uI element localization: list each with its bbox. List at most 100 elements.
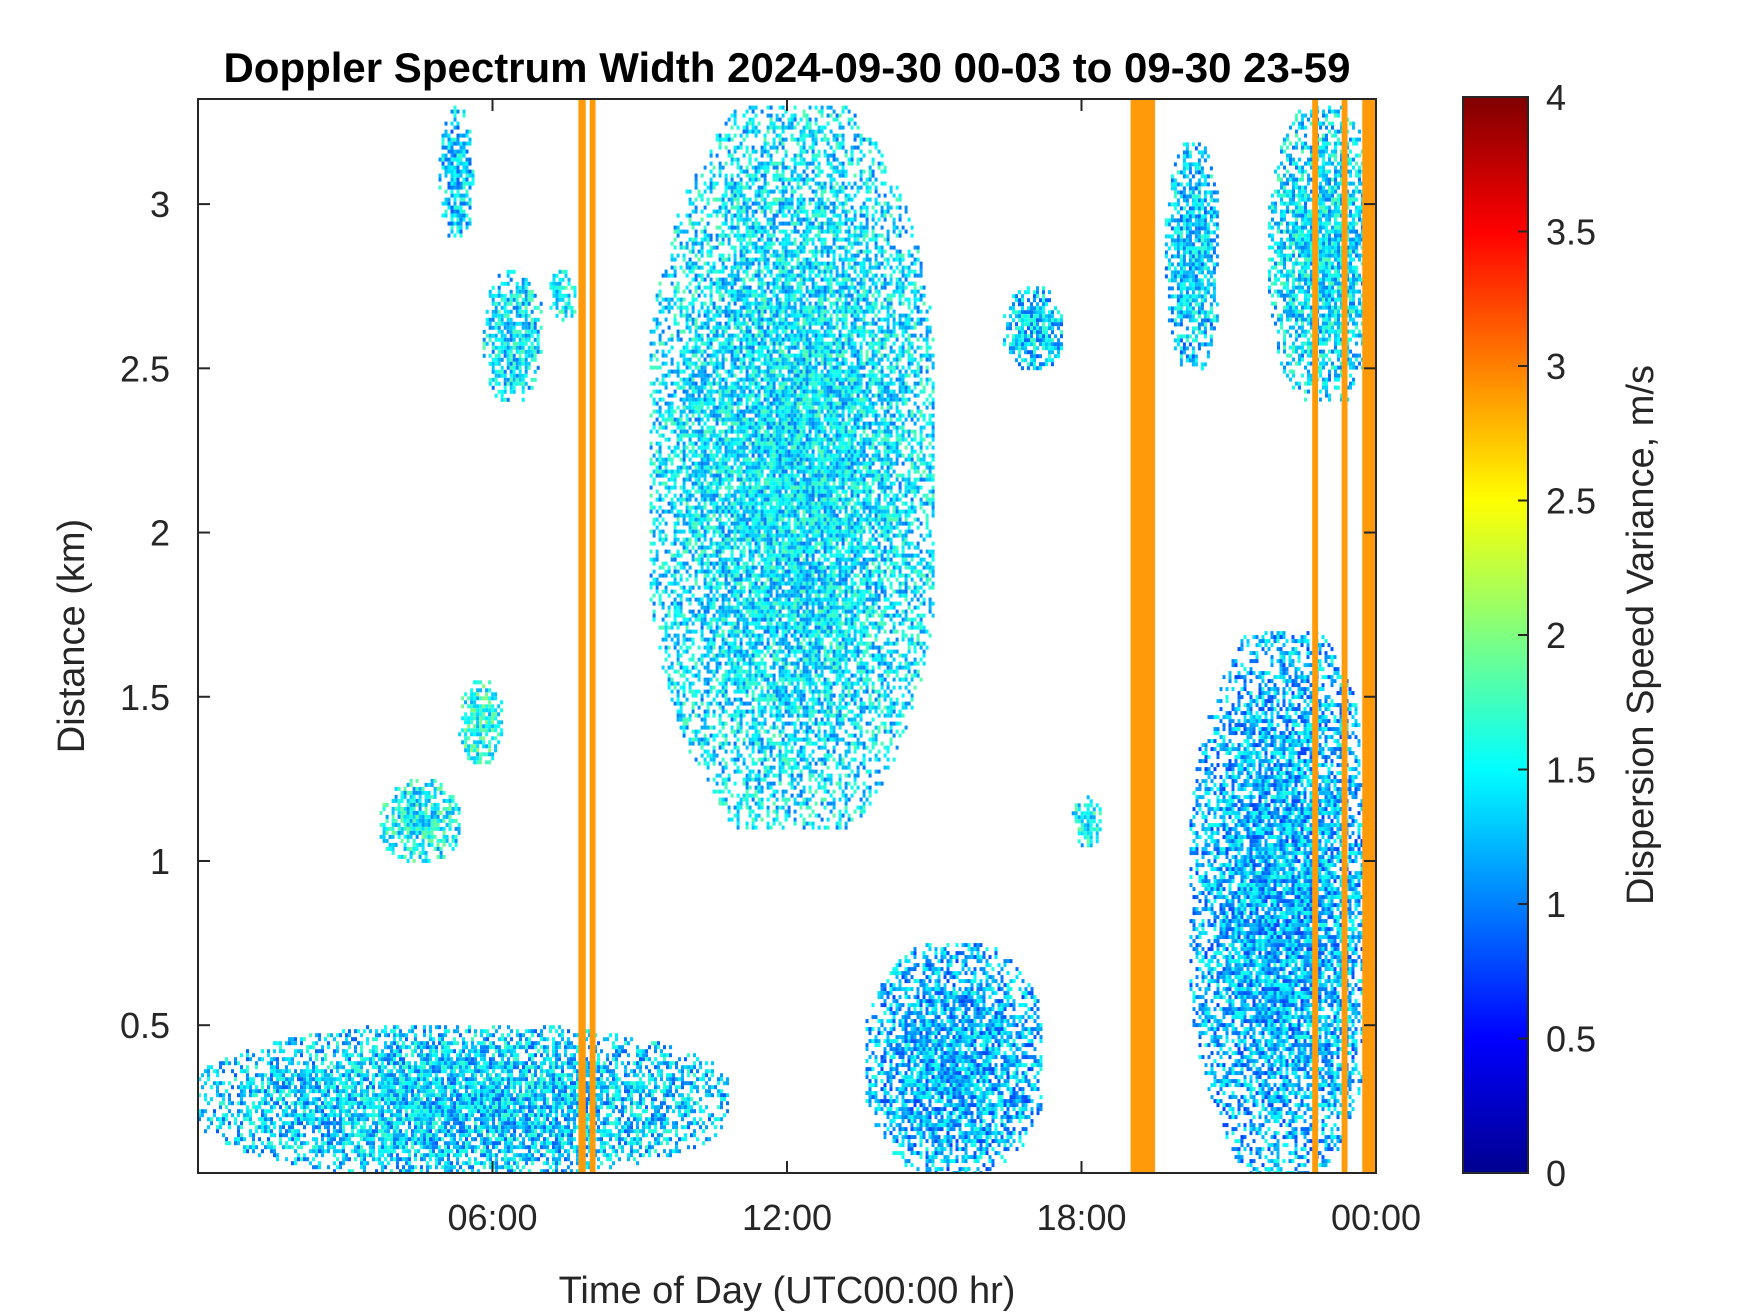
heat-cell — [489, 1045, 492, 1049]
heat-cell — [573, 1117, 576, 1121]
heat-cell — [261, 1125, 264, 1129]
heat-cell — [935, 1043, 938, 1047]
heat-cell — [438, 1129, 441, 1133]
heat-cell — [959, 1107, 962, 1111]
heat-cell — [687, 1093, 690, 1097]
heat-cell — [480, 1121, 483, 1125]
heat-cell — [498, 1073, 501, 1077]
heat-cell — [348, 1157, 351, 1161]
heat-cell — [953, 1083, 956, 1087]
heat-cell — [414, 1081, 417, 1085]
heat-cell — [555, 1117, 558, 1121]
heat-cell — [992, 1023, 995, 1027]
heat-cell — [636, 1065, 639, 1069]
heat-cell — [905, 1047, 908, 1051]
heat-cell — [884, 999, 887, 1003]
heat-cell — [612, 1149, 615, 1153]
heat-cell — [267, 1077, 270, 1081]
heat-cell — [917, 1047, 920, 1051]
heat-cell — [489, 1093, 492, 1097]
heat-cell — [977, 1099, 980, 1103]
heat-cell — [513, 1153, 516, 1157]
heat-cell — [573, 1137, 576, 1141]
heat-cell — [995, 951, 998, 955]
heat-cell — [333, 1145, 336, 1149]
heat-cell — [444, 1065, 447, 1069]
heat-cell — [249, 1057, 252, 1061]
heat-cell — [387, 1137, 390, 1141]
heat-cell — [441, 1037, 444, 1041]
heat-cell — [453, 1061, 456, 1065]
heat-cell — [657, 1065, 660, 1069]
heat-cell — [453, 1153, 456, 1157]
heat-cell — [552, 1149, 555, 1153]
heat-cell — [929, 1115, 932, 1119]
heat-cell — [938, 1083, 941, 1087]
heat-cell — [459, 1117, 462, 1121]
heat-cell — [540, 1141, 543, 1145]
heat-cell — [291, 1161, 294, 1165]
heat-cell — [947, 1059, 950, 1063]
heat-cell — [519, 1061, 522, 1065]
heat-cell — [651, 1129, 654, 1133]
heat-cell — [986, 1139, 989, 1143]
heat-cell — [932, 999, 935, 1003]
heat-cell — [303, 1105, 306, 1109]
heat-cell — [369, 1141, 372, 1145]
heat-cell — [219, 1105, 222, 1109]
heat-cell — [561, 1105, 564, 1109]
heat-cell — [414, 1085, 417, 1089]
heat-cell — [549, 1133, 552, 1137]
heat-cell — [627, 1073, 630, 1077]
heat-cell — [456, 1057, 459, 1061]
heat-cell — [450, 1097, 453, 1101]
heat-cell — [552, 1121, 555, 1125]
heat-cell — [276, 1157, 279, 1161]
heat-cell — [213, 1081, 216, 1085]
heat-cell — [420, 1109, 423, 1113]
heat-cell — [917, 1031, 920, 1035]
heat-cell — [333, 1037, 336, 1041]
heat-cell — [285, 1121, 288, 1125]
heat-cell — [243, 1137, 246, 1141]
heat-cell — [327, 1085, 330, 1089]
heat-cell — [552, 1109, 555, 1113]
heat-cell — [618, 1097, 621, 1101]
heat-cell — [471, 1041, 474, 1045]
heat-cell — [902, 1083, 905, 1087]
heat-cell — [570, 1133, 573, 1137]
heat-cell — [606, 1057, 609, 1061]
heat-cell — [989, 987, 992, 991]
heat-cell — [995, 1131, 998, 1135]
heat-cell — [944, 1051, 947, 1055]
heat-cell — [240, 1125, 243, 1129]
heat-cell — [333, 1161, 336, 1165]
heat-cell — [947, 967, 950, 971]
heat-cell — [273, 1057, 276, 1061]
heat-cell — [573, 1093, 576, 1097]
heat-cell — [444, 1033, 447, 1037]
heat-cell — [950, 1067, 953, 1071]
heat-cell — [983, 1127, 986, 1131]
heat-cell — [390, 1157, 393, 1161]
heat-cell — [522, 1129, 525, 1133]
heat-cell — [651, 1113, 654, 1117]
heat-cell — [893, 1111, 896, 1115]
heat-cell — [947, 991, 950, 995]
heat-cell — [687, 1097, 690, 1101]
heat-cell — [974, 1075, 977, 1079]
heat-cell — [986, 1067, 989, 1071]
heat-cell — [552, 1053, 555, 1057]
heat-cell — [992, 1051, 995, 1055]
heat-cell — [609, 1133, 612, 1137]
heat-cell — [540, 1029, 543, 1033]
heat-cell — [543, 1037, 546, 1041]
heat-cell — [492, 1141, 495, 1145]
heat-cell — [510, 1073, 513, 1077]
heat-cell — [974, 975, 977, 979]
heat-cell — [917, 1091, 920, 1095]
heat-cell — [426, 1121, 429, 1125]
heat-cell — [953, 999, 956, 1003]
heat-cell — [555, 1077, 558, 1081]
heat-cell — [240, 1109, 243, 1113]
